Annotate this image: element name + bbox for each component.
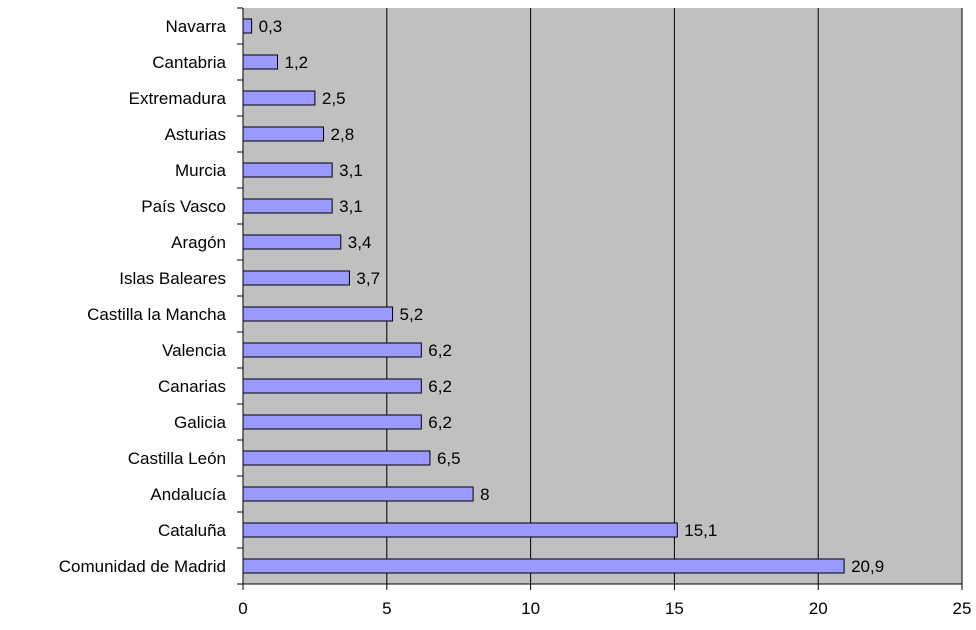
x-tick-label: 5 [382,599,391,618]
value-label: 0,3 [259,17,283,36]
bar [242,414,422,430]
bars [242,18,845,574]
category-label: Valencia [162,341,226,360]
x-tick-label: 15 [665,599,684,618]
value-label: 3,4 [348,233,372,252]
category-label: Cataluña [158,521,227,540]
labels: 0 5 10 15 20 25 Navarra 0,3 Cantabria 1,2 Extremad… [59,17,972,618]
value-label: 2,8 [331,125,355,144]
category-label: Aragón [171,233,226,252]
category-label: Murcia [175,161,227,180]
category-label: Canarias [158,377,226,396]
value-label: 2,5 [322,89,346,108]
bar [242,342,422,358]
value-label: 6,2 [428,377,452,396]
x-tick-label: 0 [238,599,247,618]
value-label: 5,2 [400,305,424,324]
bar [242,162,333,178]
bar [242,558,845,574]
value-label: 3,7 [356,269,380,288]
value-label: 1,2 [285,53,309,72]
x-tick-label: 10 [521,599,540,618]
bar [242,270,350,286]
bar [242,90,316,106]
value-label: 15,1 [684,521,717,540]
value-label: 6,2 [428,413,452,432]
category-label: Castilla León [128,449,226,468]
bar [242,126,325,142]
category-label: Extremadura [129,89,227,108]
bar [242,378,422,394]
value-label: 20,9 [851,557,884,576]
value-label: 8 [480,485,489,504]
category-label: Asturias [165,125,226,144]
x-tick-label: 20 [809,599,828,618]
bar [242,486,474,502]
axes [237,7,963,590]
value-label: 3,1 [339,161,363,180]
category-label: Islas Baleares [119,269,226,288]
value-label: 6,2 [428,341,452,360]
category-label: País Vasco [141,197,226,216]
bar [242,522,678,538]
bar [242,306,394,322]
category-label: Andalucía [150,485,226,504]
bar [242,450,431,466]
x-tick-label: 25 [953,599,972,618]
category-label: Galicia [174,413,227,432]
value-label: 3,1 [339,197,363,216]
bar [242,234,342,250]
category-label: Cantabria [152,53,226,72]
bar [242,18,253,34]
bar [242,198,333,214]
category-label: Comunidad de Madrid [59,557,226,576]
category-label: Navarra [166,17,227,36]
bar [242,54,279,70]
value-label: 6,5 [437,449,461,468]
category-label: Castilla la Mancha [87,305,226,324]
